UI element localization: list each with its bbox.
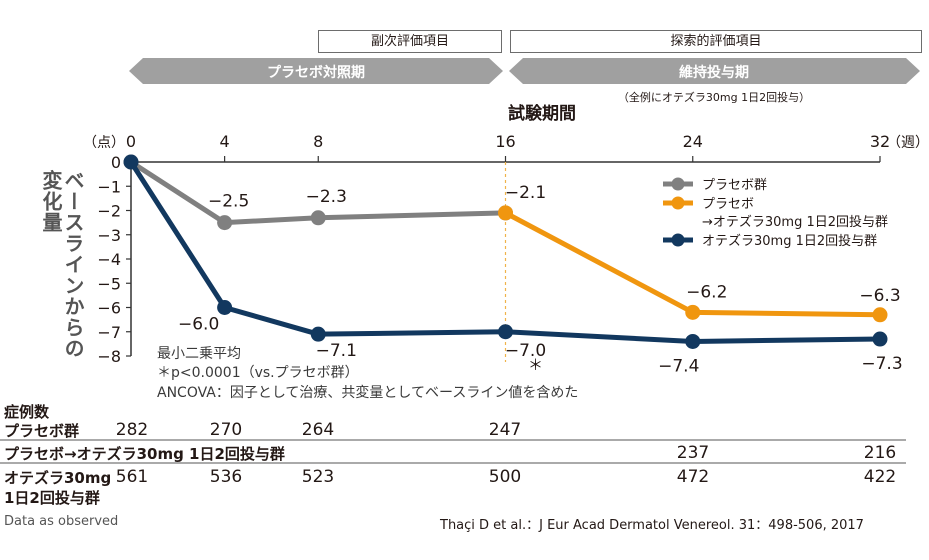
otezla-data-label: −7.1 — [316, 341, 357, 361]
otezla-legend-marker — [671, 233, 685, 247]
y-unit-label: （点） — [83, 135, 125, 151]
note-ancova: ANCOVA：因子として治療、共変量としてベースライン値を含めた — [157, 385, 579, 401]
case-count-cell: 523 — [301, 467, 335, 487]
case-count-cell: 500 — [488, 467, 522, 487]
case-count-cell: 422 — [863, 467, 897, 487]
placebo-period-arrow — [129, 58, 503, 84]
x-tick-label: 16 — [495, 132, 515, 151]
switch-data-point — [498, 205, 513, 221]
note-lsmean: 最小二乗平均 — [157, 346, 241, 362]
y-tick-label: −8 — [97, 347, 121, 366]
x-tick-label: 24 — [683, 132, 703, 151]
switch-data-label: −6.2 — [686, 282, 727, 302]
maintenance-period-arrow — [509, 58, 920, 84]
otezla-data-label: −6.0 — [178, 315, 219, 335]
placebo-data-label: −2.3 — [306, 187, 347, 207]
placebo-data-point — [310, 210, 326, 226]
row-label-otezla-2: 1日2回投与群 — [4, 489, 100, 507]
y-tick-label: −7 — [97, 323, 121, 342]
significance-marker: ＊ — [528, 356, 543, 374]
case-count-cell: 536 — [209, 467, 243, 487]
case-count-cell: 264 — [301, 420, 335, 440]
x-tick-label: 32 — [870, 132, 890, 151]
x-axis-title: 試験期間 — [508, 103, 576, 124]
switch-data-label: −6.3 — [859, 286, 900, 306]
x-unit-label: （週） — [887, 135, 929, 151]
case-count-cell: 561 — [115, 467, 149, 487]
x-tick-label: 4 — [220, 132, 230, 151]
case-count-cell: 216 — [863, 443, 897, 463]
exploratory-endpoint-box: 探索的評価項目 — [510, 30, 922, 53]
placebo-legend-label: プラセボ群 — [702, 178, 767, 193]
footer-citation: Thaçi D et al.：J Eur Acad Dermatol Vener… — [440, 518, 864, 533]
otezla-data-point — [872, 331, 888, 347]
otezla-series-line — [128, 160, 881, 344]
case-count-cell: 282 — [115, 420, 149, 440]
row-label-placebo: プラセボ群 — [4, 422, 80, 440]
x-tick-label: 0 — [126, 132, 136, 151]
placebo-series-line — [129, 159, 506, 226]
y-tick-label: −4 — [97, 250, 121, 269]
maintenance-period-note: （全例にオテズラ30mg 1日2回投与） — [618, 90, 810, 104]
maintenance-period-label: 維持投与期 — [679, 64, 749, 81]
footer-data-note: Data as observed — [4, 514, 119, 529]
switch-legend-marker — [671, 196, 685, 210]
otezla-data-point — [685, 333, 701, 349]
case-count-title: 症例数 — [4, 403, 50, 421]
secondary-endpoint-box: 副次評価項目 — [318, 30, 502, 53]
placebo-data-label: −2.1 — [505, 183, 546, 203]
case-count-cell: 247 — [488, 420, 522, 440]
switch-data-point — [872, 307, 888, 323]
placebo-period-label: プラセボ対照期 — [267, 64, 365, 81]
placebo-data-label: −2.5 — [208, 192, 249, 212]
switch-legend-label: プラセボ — [702, 197, 754, 212]
otezla-data-point — [498, 324, 513, 340]
case-count-cell: 237 — [676, 443, 710, 463]
y-tick-label: −3 — [97, 226, 121, 245]
case-count-cell: 270 — [209, 420, 243, 440]
otezla-data-point — [217, 300, 233, 315]
otezla-data-label: −7.4 — [658, 356, 699, 376]
otezla-legend-label: オテズラ30mg 1日2回投与群 — [702, 233, 877, 249]
row-label-switch: プラセボ→オテズラ30mg 1日2回投与群 — [4, 445, 285, 463]
placebo-data-point — [217, 215, 233, 231]
otezla-data-label: −7.3 — [861, 354, 902, 374]
y-tick-label: −6 — [97, 299, 121, 318]
y-tick-label: −1 — [97, 177, 121, 196]
x-tick-label: 8 — [313, 132, 323, 151]
row-label-otezla: オテズラ30mg — [4, 469, 112, 487]
otezla-data-point — [310, 326, 326, 342]
switch-data-point — [685, 304, 701, 320]
otezla-data-label: −7.0 — [505, 341, 546, 361]
otezla-data-point — [123, 154, 139, 170]
y-tick-label: 0 — [111, 153, 121, 172]
note-pvalue: ＊p<0.0001（vs.プラセボ群） — [157, 365, 359, 381]
switch-legend-label-2: →オテズラ30mg 1日2回投与群 — [702, 214, 888, 230]
case-count-cell: 472 — [676, 467, 710, 487]
y-tick-label: −2 — [97, 202, 121, 221]
y-tick-label: −5 — [97, 274, 121, 293]
y-axis-label: ベースラインからの変化量 — [39, 170, 85, 359]
placebo-legend-marker — [671, 177, 685, 191]
